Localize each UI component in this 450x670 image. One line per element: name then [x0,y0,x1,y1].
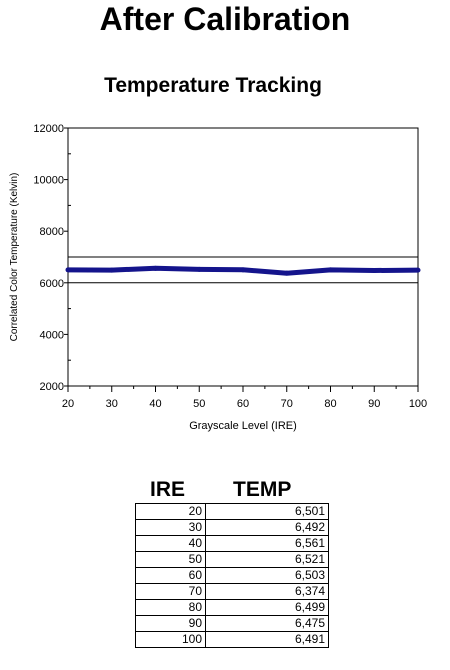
x-tick-label: 80 [324,398,336,410]
ire-cell: 70 [135,583,206,600]
y-tick-label: 12000 [33,123,64,135]
ire-cell: 90 [135,615,206,632]
x-tick-label: 90 [368,398,380,410]
data-point [196,266,202,272]
data-point [328,267,333,273]
data-point [153,265,158,271]
temp-cell: 6,561 [205,535,329,552]
table-row: 40 6,561 [135,535,329,552]
temp-cell: 6,501 [205,503,329,520]
reference-lines [68,256,418,284]
table-row: 70 6,374 [135,583,329,600]
temp-cell: 6,499 [205,599,329,616]
x-axis-label: Grayscale Level (IRE) [189,420,297,432]
x-tick-label: 70 [281,398,293,410]
y-tick-label: 2000 [40,381,64,393]
table-row: 50 6,521 [135,551,329,568]
ire-cell: 80 [135,599,206,616]
data-point [65,267,71,273]
table-row: 100 6,491 [135,631,329,648]
x-tick-label: 40 [149,398,161,410]
x-tick-label: 20 [62,398,74,410]
data-point [284,270,290,276]
ire-cell: 100 [135,631,206,648]
temp-cell: 6,492 [205,519,329,536]
temp-cell: 6,475 [205,615,329,632]
ire-cell: 20 [135,503,206,520]
temp-cell: 6,521 [205,551,329,568]
calibration-table: 20 6,501 30 6,492 40 6,561 50 6,521 60 6,503 70 6,3… [135,503,329,648]
table-header-temp: TEMP [233,478,292,501]
temp-cell: 6,374 [205,583,329,600]
page-title: After Calibration [99,1,351,37]
temperature-tracking-chart: Temperature Tracking 20 30 40 50 60 70 80 90 100… [9,74,427,432]
y-tick-label: 8000 [40,226,64,238]
x-tick-label: 100 [409,398,427,410]
y-axis-ticks: 2000 4000 6000 8000 10000 12000 [33,123,71,393]
table-row: 60 6,503 [135,567,329,584]
ire-cell: 30 [135,519,206,536]
ire-cell: 40 [135,535,206,552]
y-tick-label: 4000 [40,329,64,341]
data-point [371,268,377,274]
ire-cell: 50 [135,551,206,568]
table-row: 20 6,501 [135,503,329,520]
table-row: 90 6,475 [135,615,329,632]
x-axis-ticks: 20 30 40 50 60 70 80 90 100 [62,386,427,410]
y-axis-label: Correlated Color Temperature (Kelvin) [9,173,20,342]
data-point [109,267,115,273]
y-tick-label: 6000 [40,278,64,290]
x-tick-label: 30 [106,398,118,410]
table-row: 30 6,492 [135,519,329,536]
y-tick-label: 10000 [33,175,64,187]
chart-title: Temperature Tracking [104,74,322,97]
data-point [240,267,246,273]
series-layer [65,265,421,276]
temp-cell: 6,491 [205,631,329,648]
temp-cell: 6,503 [205,567,329,584]
x-tick-label: 60 [237,398,249,410]
table-header-ire: IRE [150,478,186,501]
ire-cell: 60 [135,567,206,584]
table-row: 80 6,499 [135,599,329,616]
x-tick-label: 50 [193,398,205,410]
data-point [415,267,421,273]
